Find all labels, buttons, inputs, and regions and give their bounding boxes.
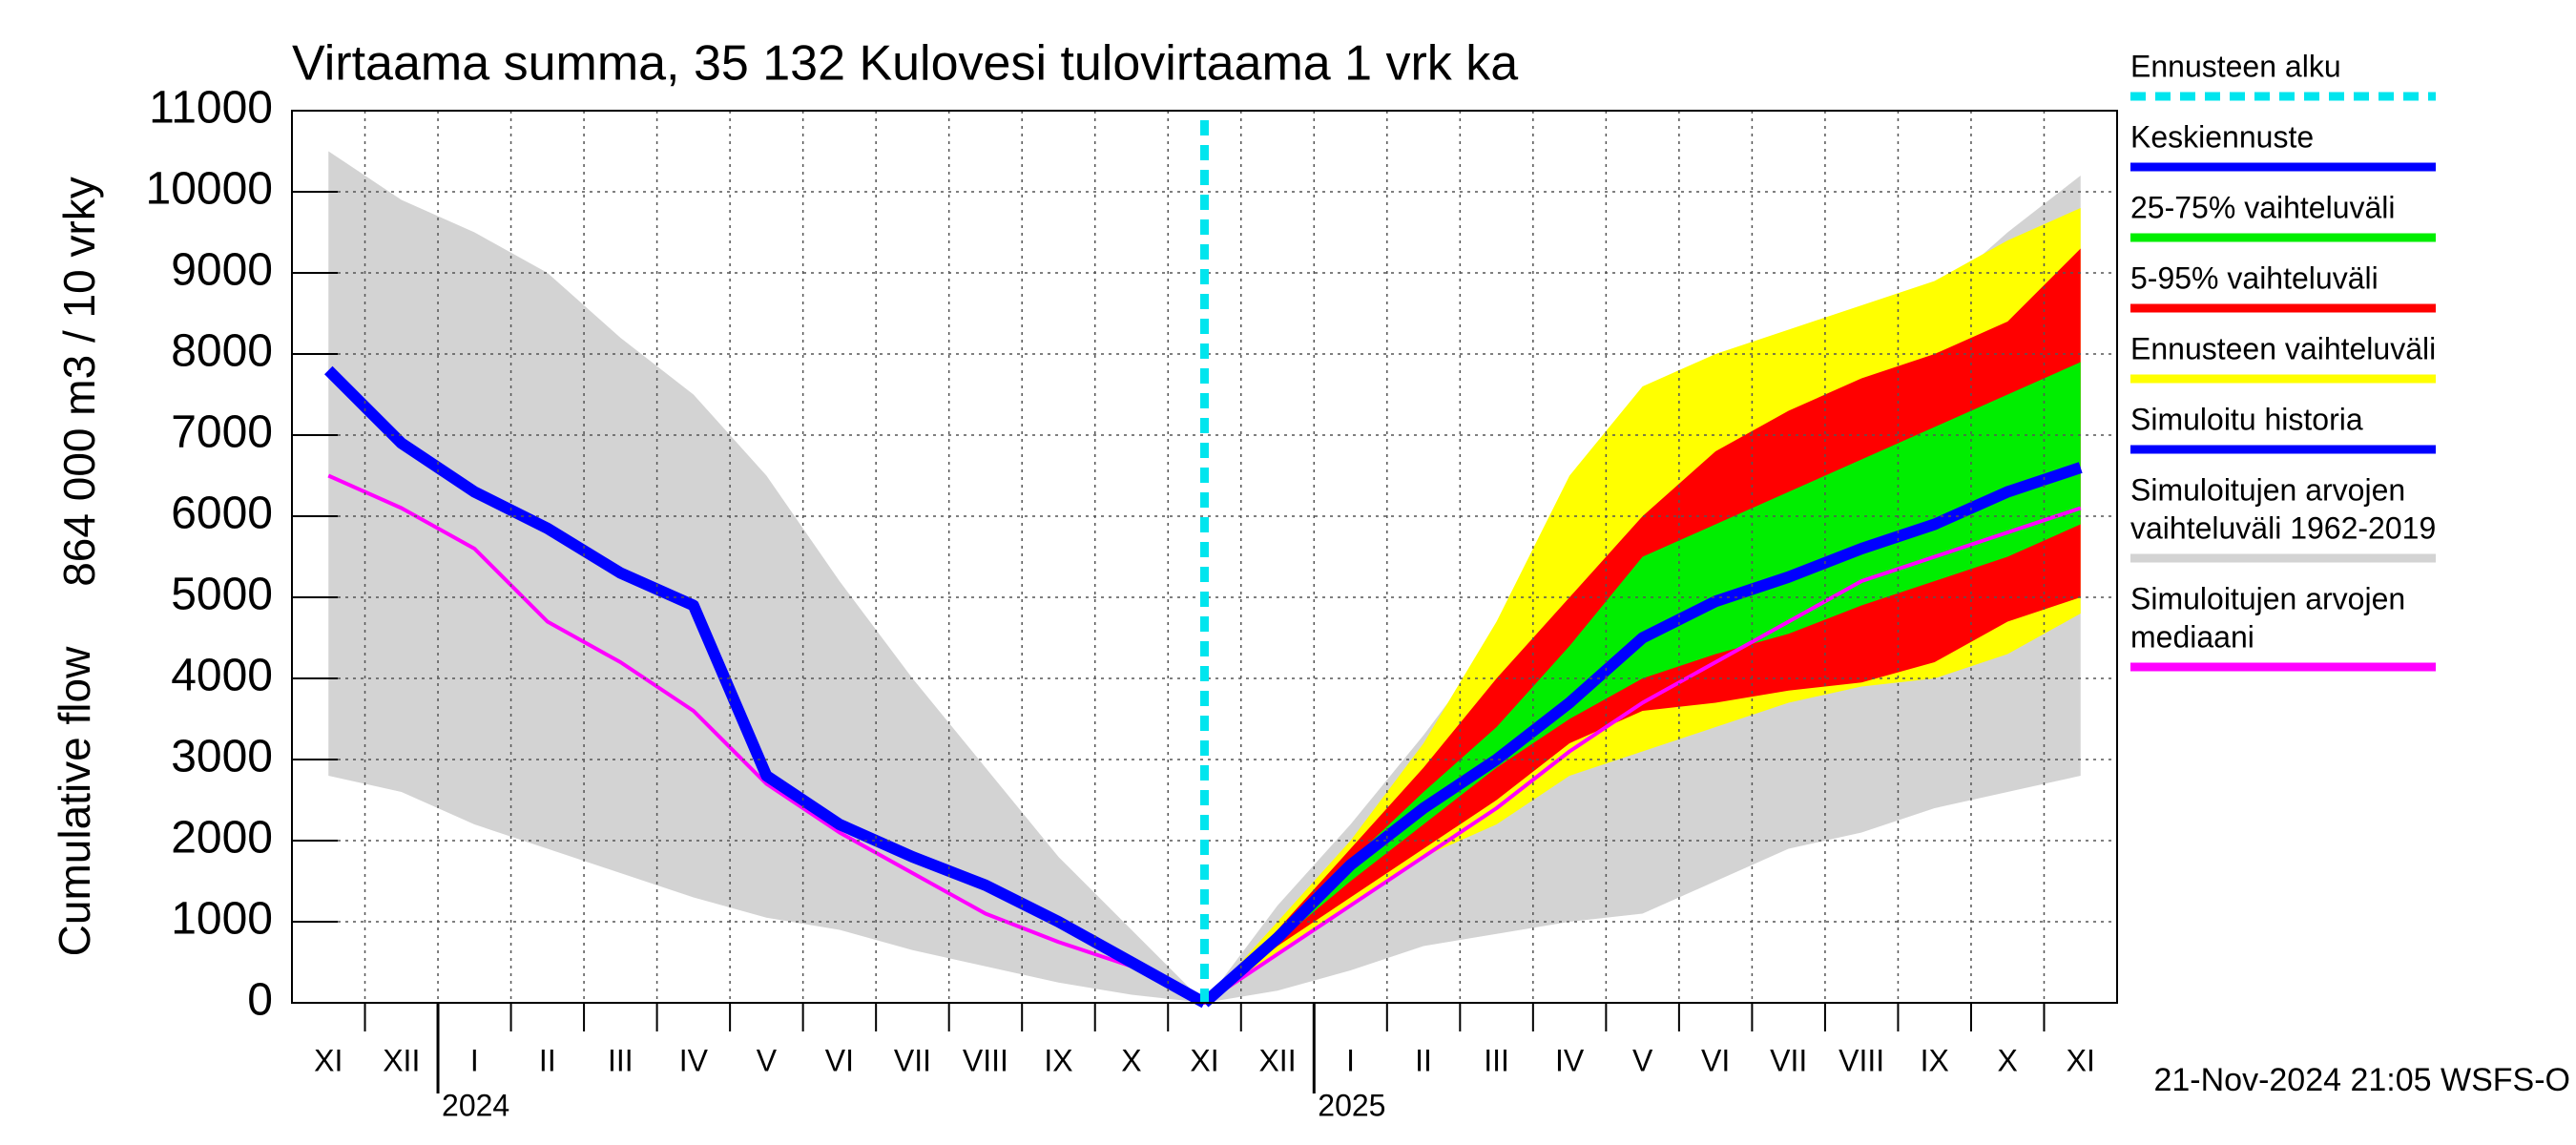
x-tick-label: V [1632,1043,1653,1077]
y-tick-label: 3000 [171,732,273,782]
y-axis-label: 864 000 m3 / 10 vrky [54,177,104,587]
y-tick-label: 1000 [171,894,273,945]
x-tick-label: XII [1258,1043,1296,1077]
x-tick-label: II [1415,1043,1432,1077]
x-tick-label: XI [1190,1043,1218,1077]
x-tick-label: VIII [1839,1043,1884,1077]
legend-label: vaihteluväli 1962-2019 [2130,510,2436,545]
y-tick-label: 5000 [171,570,273,620]
y-tick-label: 7000 [171,407,273,458]
x-tick-label: VIII [963,1043,1008,1077]
x-tick-label: III [608,1043,634,1077]
legend-label: Ennusteen vaihteluväli [2130,331,2436,365]
x-tick-label: X [1121,1043,1141,1077]
series-line [324,365,1208,1009]
chart-title: Virtaama summa, 35 132 Kulovesi tulovirt… [292,36,1518,92]
legend-label: 25-75% vaihteluväli [2130,190,2396,224]
x-tick-label: I [1346,1043,1355,1077]
x-tick-label: IV [1555,1043,1585,1077]
plot-frame [291,110,2118,1004]
y-tick-label: 10000 [146,164,273,215]
legend-label: mediaani [2130,619,2254,654]
x-tick-label: II [539,1043,556,1077]
y-tick-label: 4000 [171,651,273,701]
x-tick-label: I [470,1043,479,1077]
year-label: 2025 [1318,1088,1385,1122]
legend-label: Ennusteen alku [2130,49,2341,83]
x-tick-label: XI [314,1043,343,1077]
x-tick-label: VI [825,1043,854,1077]
legend-label: Simuloitujen arvojen [2130,581,2405,615]
y-tick-label: 9000 [171,245,273,296]
x-tick-label: III [1484,1043,1509,1077]
legend-label: 5-95% vaihteluväli [2130,260,2379,295]
legend-label: Keskiennuste [2130,119,2314,154]
y-tick-label: 8000 [171,326,273,377]
x-tick-label: XI [2067,1043,2095,1077]
y-tick-label: 2000 [171,813,273,864]
legend-label: Simuloitu historia [2130,402,2363,436]
y-tick-label: 11000 [149,83,273,134]
y-tick-label: 6000 [171,489,273,539]
y-tick-label: 0 [247,975,273,1026]
y-axis-label: Cumulative flow [50,646,99,956]
x-tick-label: IX [1921,1043,1949,1077]
x-tick-label: VII [1770,1043,1807,1077]
band-area [1204,362,2081,1003]
x-tick-label: VI [1701,1043,1730,1077]
band-area [328,151,2081,1003]
x-tick-label: VII [894,1043,931,1077]
x-tick-label: XII [383,1043,420,1077]
x-tick-label: V [757,1043,778,1077]
x-tick-label: X [1998,1043,2018,1077]
legend-label: Simuloitujen arvojen [2130,472,2405,507]
year-label: 2024 [442,1088,509,1122]
footer: 21-Nov-2024 21:05 WSFS-O [2153,1062,2570,1098]
series-line [1200,462,2083,1008]
x-tick-label: IX [1044,1043,1072,1077]
x-tick-label: IV [679,1043,709,1077]
